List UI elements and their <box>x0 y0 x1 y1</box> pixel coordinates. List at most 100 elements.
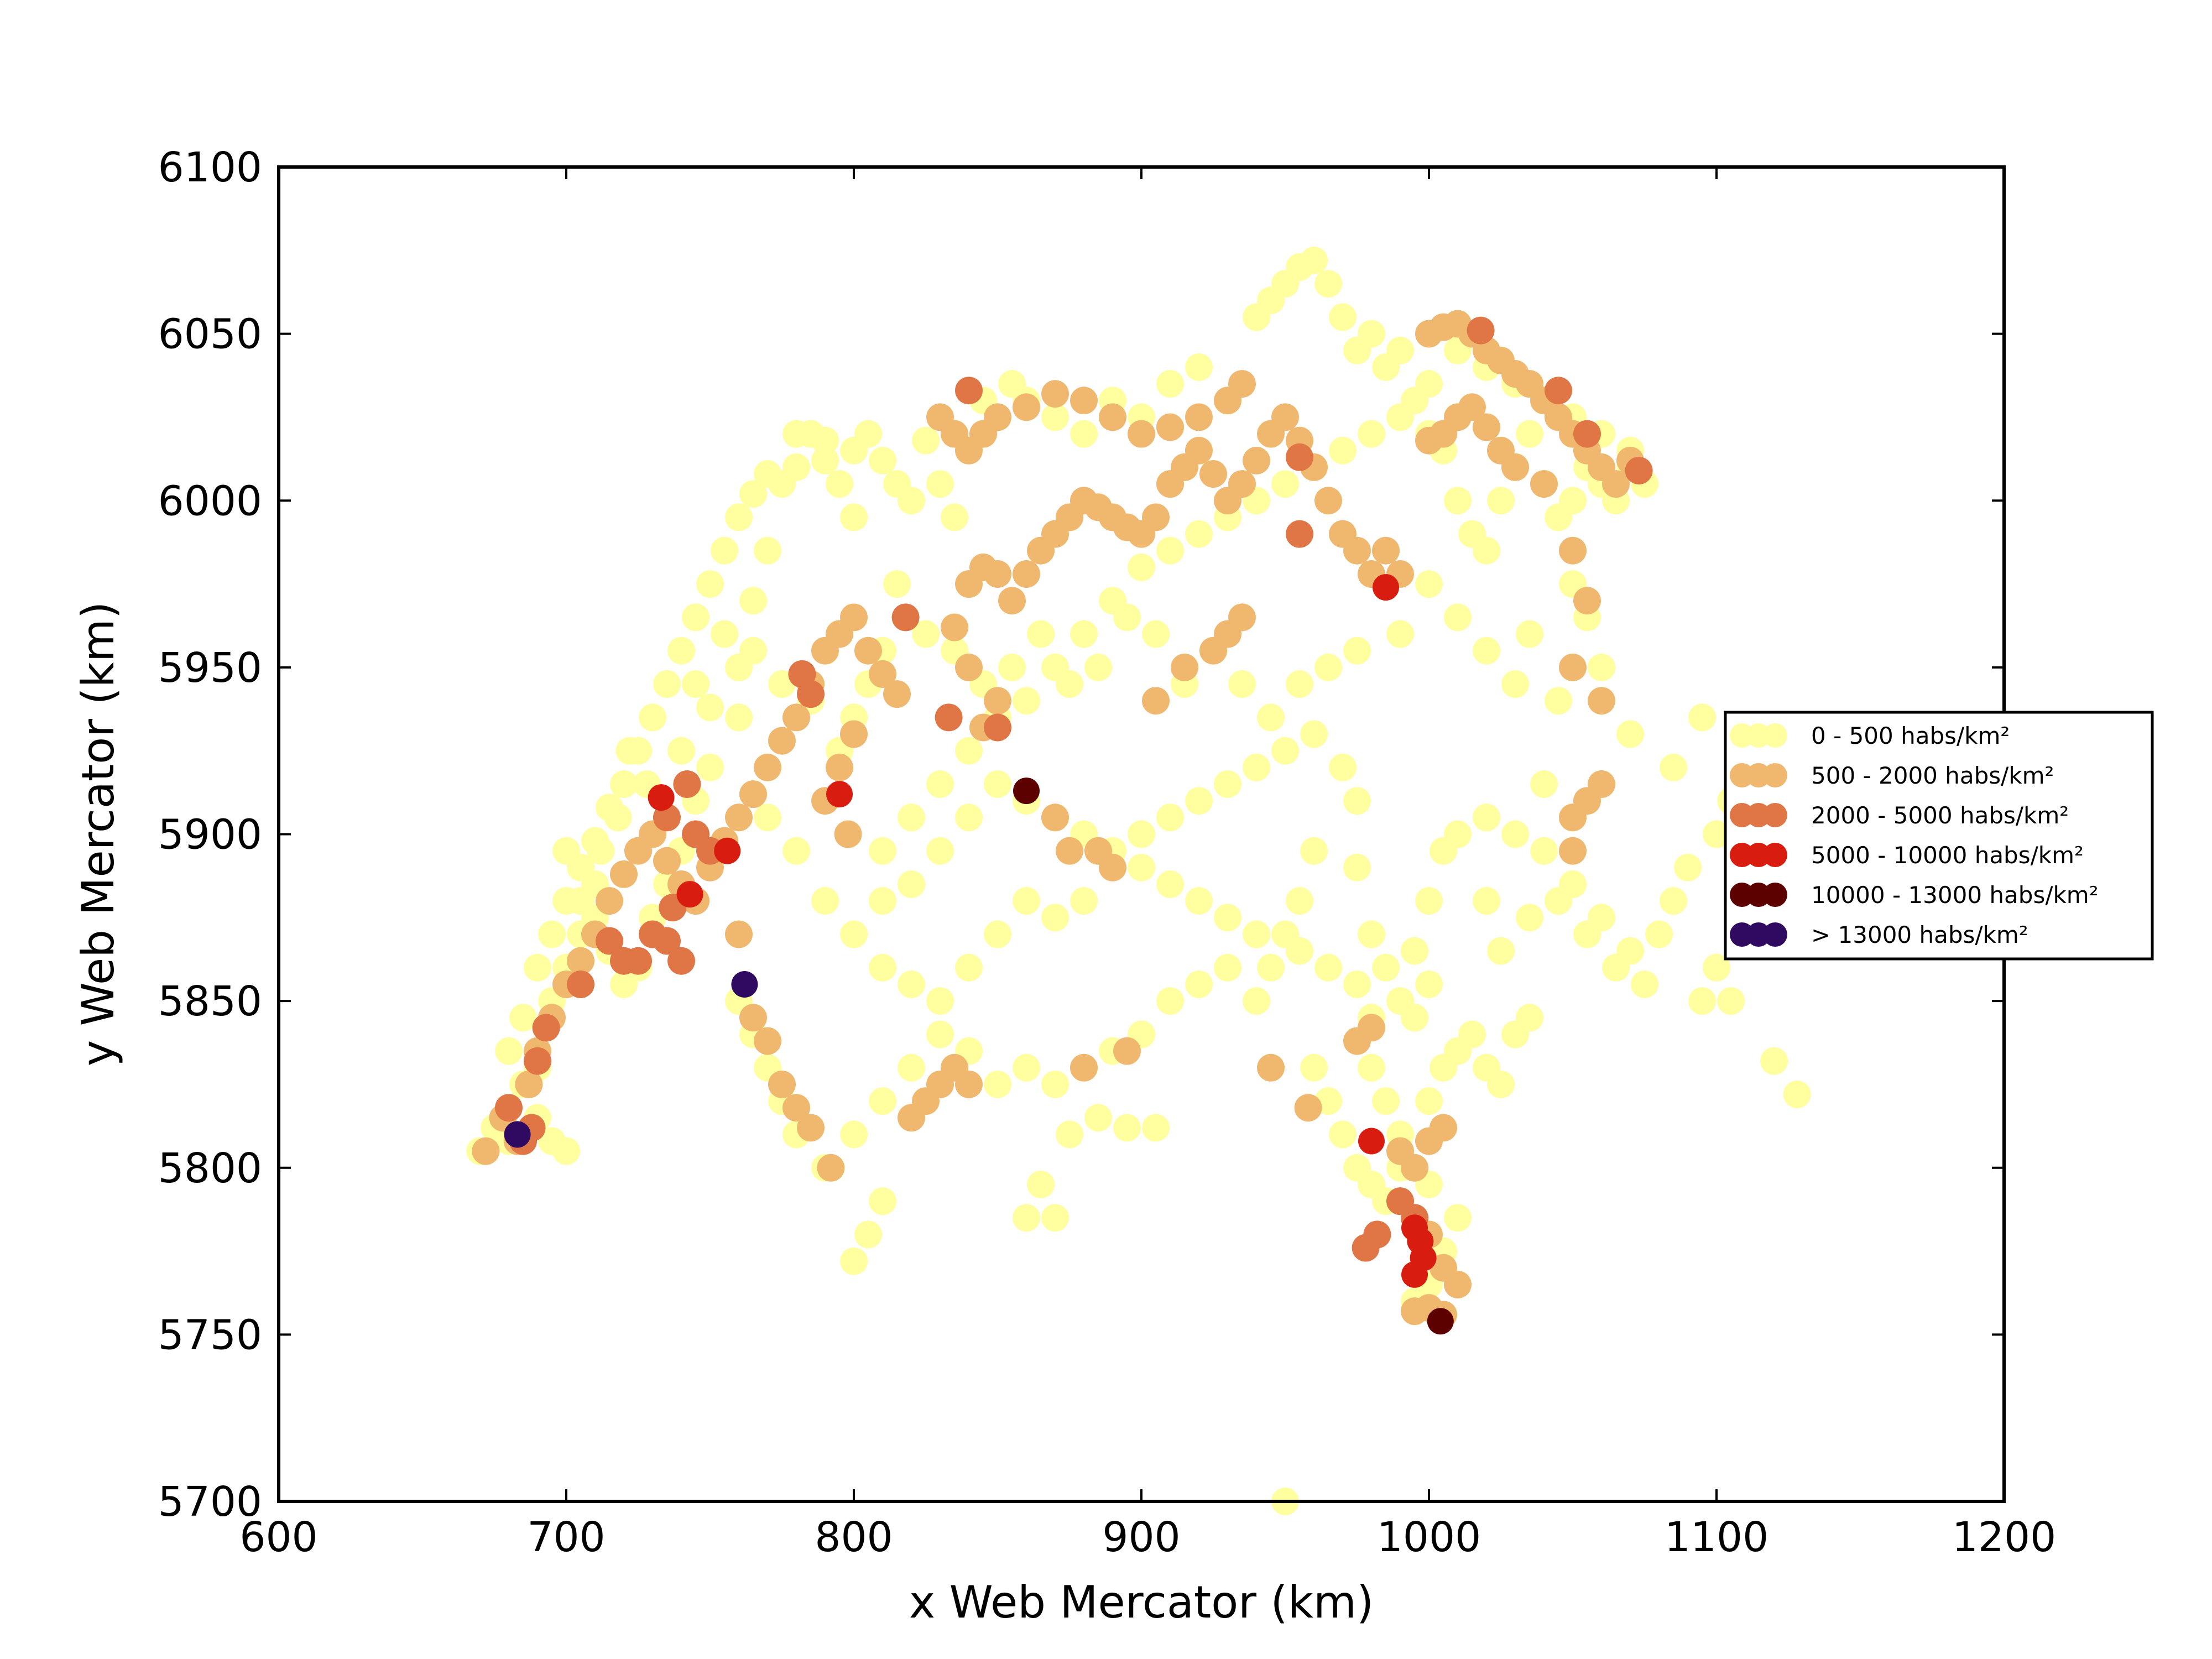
x-tick-label-4: 1000 <box>1377 1514 1481 1561</box>
point-s0-215 <box>1616 720 1644 748</box>
point-s0-135 <box>1243 753 1270 781</box>
point-s1-38 <box>782 1094 810 1122</box>
point-s0-185 <box>1458 1020 1486 1048</box>
point-s0-213 <box>1688 703 1716 732</box>
point-s0-144 <box>1243 987 1270 1015</box>
x-tick-label-1: 700 <box>527 1514 605 1561</box>
point-s1-34 <box>725 920 753 948</box>
point-s1-30 <box>840 720 868 748</box>
point-s0-32 <box>941 503 968 531</box>
legend-item-3: 5000 - 10000 habs/km² <box>1730 842 2084 869</box>
point-s0-207 <box>1645 920 1673 948</box>
point-s0-298 <box>610 770 638 798</box>
legend: 0 - 500 habs/km² 500 - 2000 habs/km² 2000 … <box>1724 711 2154 961</box>
legend-label-1: 500 - 2000 habs/km² <box>1811 762 2054 789</box>
point-s1-70 <box>1243 446 1270 474</box>
y-tick-label-8: 6100 <box>158 144 262 191</box>
point-s2-0 <box>495 1094 523 1122</box>
point-s1-40 <box>817 1154 845 1182</box>
point-s1-88 <box>1041 380 1069 408</box>
point-s0-75 <box>1545 687 1572 715</box>
point-s0-310 <box>552 1137 580 1165</box>
legend-label-2: 2000 - 5000 habs/km² <box>1811 802 2069 829</box>
point-s0-248 <box>1128 853 1155 881</box>
point-s0-172 <box>1084 1104 1112 1132</box>
point-s0-157 <box>869 1087 896 1115</box>
point-s0-223 <box>1760 1047 1788 1075</box>
y-tick-label-1: 5750 <box>158 1311 262 1359</box>
point-s2-18 <box>797 680 825 708</box>
point-s0-147 <box>1156 987 1184 1015</box>
point-s3-9 <box>1401 1261 1428 1288</box>
legend-item-5: > 13000 habs/km² <box>1730 921 2028 948</box>
point-s1-151 <box>1041 804 1069 832</box>
point-s0-258 <box>869 837 896 865</box>
point-s0-60 <box>1473 536 1500 565</box>
point-s1-136 <box>1358 1014 1385 1042</box>
point-s0-30 <box>912 426 940 455</box>
point-s0-292 <box>696 570 724 598</box>
series-4 <box>1013 778 1454 1335</box>
legend-marker-4-2 <box>1763 883 1787 907</box>
point-s0-306 <box>495 1037 523 1065</box>
point-s0-131 <box>1128 820 1155 848</box>
point-s1-138 <box>1401 1154 1428 1182</box>
point-s0-194 <box>1401 1004 1428 1032</box>
y-tick-label-3: 5850 <box>158 978 262 1025</box>
point-s0-269 <box>1185 520 1213 548</box>
point-s3-4 <box>1373 574 1399 601</box>
point-s0-206 <box>1631 971 1658 998</box>
point-s1-52 <box>984 560 1011 588</box>
y-tick-label-0: 5700 <box>158 1478 262 1526</box>
point-s0-285 <box>782 420 810 448</box>
series-3 <box>648 574 1437 1288</box>
point-s0-295 <box>653 670 681 698</box>
point-s1-145 <box>1444 1270 1472 1298</box>
point-s0-31 <box>926 470 954 498</box>
point-s5-0 <box>504 1121 531 1148</box>
point-s0-166 <box>854 1220 882 1249</box>
point-s1-13 <box>653 847 681 875</box>
point-s0-77 <box>1501 670 1529 698</box>
point-s0-78 <box>1473 637 1500 665</box>
point-s2-23 <box>1286 443 1313 471</box>
point-s0-145 <box>1214 953 1241 982</box>
legend-marker-1-2 <box>1763 763 1787 787</box>
point-s0-14 <box>682 670 709 698</box>
point-s0-261 <box>955 737 983 765</box>
point-s0-113 <box>610 971 638 998</box>
point-s0-304 <box>524 953 551 982</box>
point-s0-129 <box>1070 887 1098 915</box>
point-s0-189 <box>1516 1004 1543 1032</box>
point-s1-49 <box>941 613 968 641</box>
point-s0-230 <box>1602 953 1630 982</box>
legend-marker-2-2 <box>1763 803 1787 827</box>
point-s0-66 <box>1559 487 1587 515</box>
point-s1-114 <box>1473 413 1500 441</box>
point-s0-141 <box>1286 887 1313 915</box>
point-s2-27 <box>1573 420 1601 448</box>
point-s0-105 <box>739 637 767 665</box>
x-tick-label-2: 800 <box>815 1514 893 1561</box>
point-s0-226 <box>1487 937 1515 965</box>
point-s1-124 <box>1588 770 1615 798</box>
point-s0-126 <box>984 920 1011 948</box>
point-s0-228 <box>1545 887 1572 915</box>
point-s1-84 <box>1156 413 1184 441</box>
point-s1-119 <box>1573 587 1601 615</box>
point-s5-1 <box>731 971 758 998</box>
point-s0-84 <box>1286 670 1313 698</box>
point-s0-124 <box>926 987 954 1015</box>
point-s1-22 <box>782 703 810 732</box>
point-s0-174 <box>1142 1114 1170 1142</box>
point-s0-175 <box>1300 1053 1328 1082</box>
point-s0-86 <box>1228 670 1256 698</box>
point-s0-221 <box>1688 987 1716 1015</box>
point-s1-48 <box>955 653 983 681</box>
point-s0-52 <box>1358 320 1385 348</box>
point-s0-61 <box>1487 487 1515 515</box>
point-s0-238 <box>1372 1087 1400 1115</box>
point-s0-293 <box>682 603 709 632</box>
point-s0-76 <box>1516 620 1543 648</box>
point-s2-8 <box>624 947 652 975</box>
